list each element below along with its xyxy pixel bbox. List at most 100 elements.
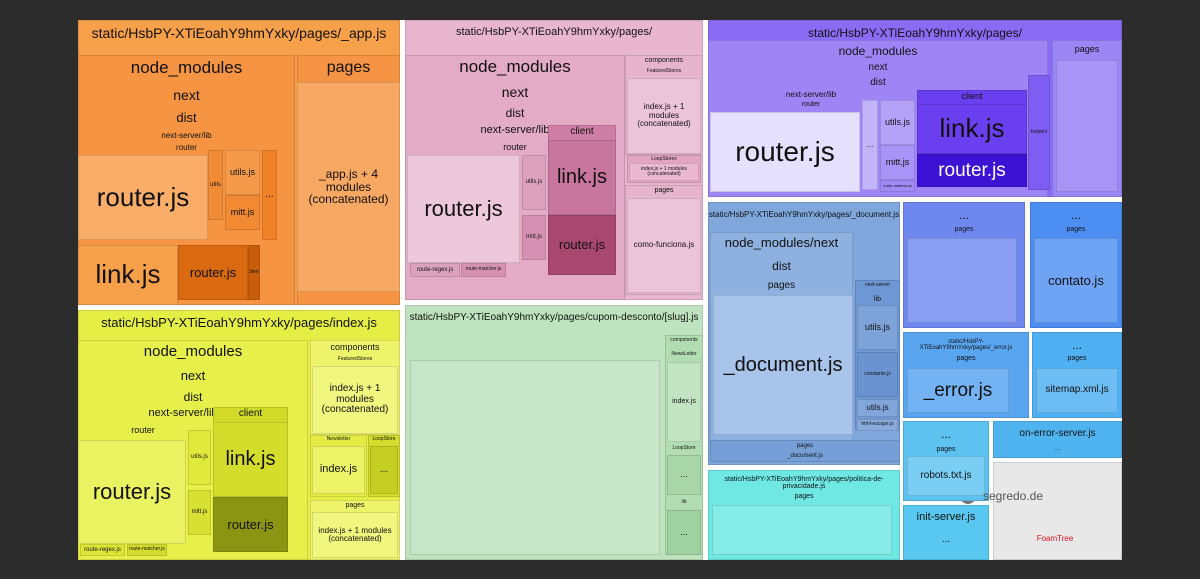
cell-label: node_modules: [130, 58, 243, 78]
cell-label: pages: [767, 279, 796, 291]
treemap-cell: link.js: [548, 140, 616, 215]
treemap-cell: router.js: [917, 154, 1027, 187]
cell-label: pages: [1074, 44, 1100, 55]
cell-label: pages: [326, 58, 371, 76]
treemap-cell: utils.js: [225, 150, 260, 195]
treemap-cell: sitemap.xml.js: [1036, 368, 1118, 413]
treemap-cell: route-matcher.js: [880, 180, 915, 192]
treemap-cell: route-matcher.js: [127, 544, 167, 556]
treemap-cell: ...: [862, 100, 878, 190]
treemap-cell: index.js: [667, 362, 701, 442]
logo-text: FoamTree: [1036, 533, 1074, 543]
treemap-cell: mitt.js: [880, 145, 915, 180]
region: [410, 360, 660, 555]
cell-label: node_modules/next: [724, 235, 839, 251]
treemap-cell: route-regex.js: [410, 263, 460, 277]
module-group: [993, 421, 1122, 458]
group-title: ...: [1070, 207, 1081, 222]
treemap-cell: _document.js: [713, 295, 853, 435]
logo-cell: [993, 462, 1122, 560]
cell-label: next-server/lib: [480, 124, 550, 137]
treemap-cell: router.js: [407, 155, 520, 263]
treemap-cell: utils: [208, 150, 223, 220]
treemap-cell: router.js: [178, 245, 248, 300]
treemap-cell: router.js: [548, 215, 616, 275]
treemap-cell: link.js: [78, 245, 178, 305]
treemap-cell: utils.js: [522, 155, 546, 210]
group-title: static/HsbPY-XTiEoahY9hmYxky/pages/: [455, 26, 653, 39]
cell-label: NewsLetter: [671, 351, 697, 358]
treemap-cell: router.js: [78, 155, 208, 240]
cell-label: FeaturedStores: [337, 356, 373, 363]
treemap-cell: utils.js: [188, 430, 211, 485]
group-title: init-server.js: [916, 511, 976, 524]
treemap-cell: robots.txt.js: [907, 456, 985, 496]
cell-label: pages: [956, 355, 976, 363]
group-title: static/HsbPY-XTiEoahY9hmYxky/pages/_app.…: [91, 24, 387, 41]
treemap-cell: router.js: [213, 497, 288, 552]
cell-label: pages: [654, 187, 674, 195]
group-title: on-error-server.js: [1019, 427, 1096, 439]
treemap-cell: mitt.js: [225, 195, 260, 230]
cell-label: lib: [681, 499, 687, 506]
cell-label: router: [503, 142, 527, 153]
cell-label: pages: [796, 442, 814, 449]
cell-label: next: [501, 83, 529, 100]
group-title: static/HsbPY-XTiEoahY9hmYxky/pages/_erro…: [919, 338, 1013, 351]
cell-label: next: [173, 86, 200, 103]
cell-label: client: [238, 408, 263, 420]
treemap-cell: client: [248, 245, 260, 300]
group-title: ...: [958, 207, 969, 222]
cell-label: next-server/lib: [785, 89, 837, 99]
watermark: segredo.de: [982, 488, 1044, 503]
cell-label: next-server: [864, 282, 890, 289]
treemap-cell: contato.js: [1034, 238, 1118, 323]
cell-label: router: [176, 142, 197, 152]
module-group: [903, 505, 989, 560]
cell-label: components: [644, 57, 684, 65]
treemap-cell: utils.js: [880, 100, 915, 145]
treemap-cell: router.js: [710, 112, 860, 192]
cell-label: next: [868, 61, 888, 73]
cell-label: LoopStore: [372, 436, 396, 443]
region: [907, 238, 1017, 323]
treemap-cell: mitt.js: [522, 215, 546, 260]
cell-label: ...: [1054, 445, 1060, 452]
treemap-cell: link.js: [213, 422, 288, 497]
treemap-cell: html-escape.js: [857, 419, 898, 431]
cell-label: components: [670, 337, 698, 344]
treemap-cell: utils.js: [857, 305, 898, 350]
cell-label: pages: [1066, 226, 1086, 234]
treemap-cell: index.js + 1 modules (concatenated): [312, 366, 398, 434]
treemap-cell: route-regex.js: [80, 544, 125, 556]
region: [1056, 60, 1118, 192]
cell-label: pages: [345, 502, 365, 510]
group-title: ...: [940, 426, 951, 441]
treemap-cell: route-matcher.js: [461, 263, 506, 277]
treemap-cell: _error.js: [907, 368, 1009, 413]
treemap-cell: router.js: [78, 440, 186, 544]
treemap-cell: ...: [667, 455, 701, 495]
cell-label: router: [801, 101, 821, 109]
cell-label: LoopStore: [672, 445, 696, 452]
cell-label: pages: [794, 493, 814, 501]
treemap-cell: ...: [667, 510, 701, 555]
treemap-cell: utils.js: [857, 399, 898, 417]
cell-label: dist: [505, 105, 525, 120]
cell-label: dist: [772, 258, 791, 273]
treemap-cell: ...: [370, 446, 398, 494]
cell-label: next-server/lib: [161, 130, 212, 140]
cell-label: Newsletter: [326, 436, 351, 443]
cell-label: client: [570, 126, 594, 138]
cell-label: lib: [873, 296, 881, 304]
cell-label: dist: [870, 76, 886, 88]
cell-label: ...: [941, 533, 951, 545]
cell-label: pages: [936, 446, 956, 454]
cell-label: FeaturedStores: [646, 68, 682, 75]
region: [712, 505, 892, 555]
cell-label: pages: [1067, 355, 1087, 363]
cell-label: next: [180, 368, 206, 384]
group-title: static/HsbPY-XTiEoahY9hmYxky/pages/index…: [101, 315, 377, 331]
group-title: static/HsbPY-XTiEoahY9hmYxky/pages/polit…: [724, 475, 884, 490]
